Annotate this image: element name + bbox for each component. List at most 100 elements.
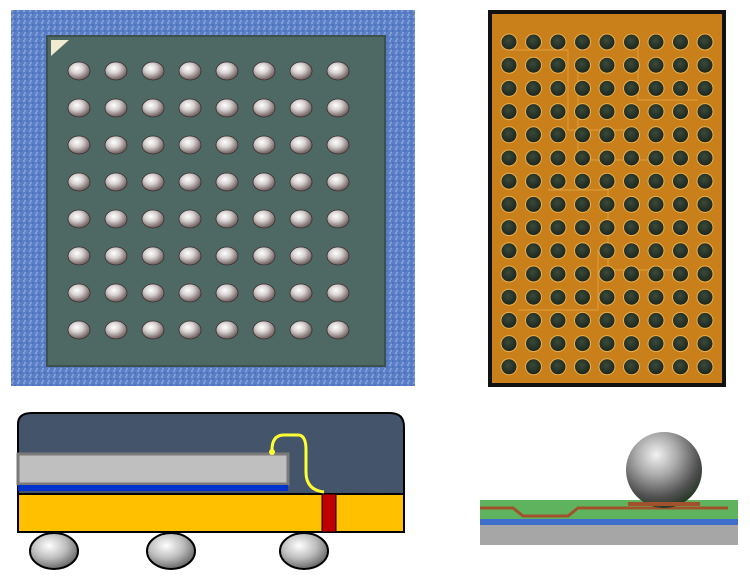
xray-pad bbox=[598, 195, 616, 213]
solder-ball bbox=[215, 283, 239, 303]
solder-ball bbox=[141, 283, 165, 303]
bga-top-photo-image bbox=[11, 10, 415, 386]
solder-ball bbox=[67, 246, 91, 266]
xray-pad bbox=[647, 103, 665, 121]
solder-ball bbox=[326, 209, 350, 229]
xray-pad bbox=[598, 288, 616, 306]
solder-ball bbox=[215, 98, 239, 118]
solder-ball bbox=[141, 135, 165, 155]
xray-pad bbox=[598, 219, 616, 237]
package-body bbox=[46, 35, 386, 367]
xray-pad bbox=[672, 172, 689, 190]
xray-pad bbox=[574, 358, 591, 376]
xray-pad bbox=[696, 126, 714, 144]
xray-pad bbox=[500, 358, 518, 376]
xray-pad bbox=[647, 288, 665, 306]
xray-pad bbox=[574, 172, 591, 190]
solder-ball bbox=[252, 135, 276, 155]
xray-pad bbox=[672, 79, 689, 97]
solder-ball bbox=[104, 246, 128, 266]
xray-pad bbox=[696, 242, 714, 260]
xray-pad bbox=[500, 172, 518, 190]
xray-pad bbox=[500, 33, 518, 51]
solder-ball bbox=[289, 135, 313, 155]
xray-pad bbox=[574, 103, 591, 121]
solder-ball bbox=[141, 61, 165, 81]
xray-pad bbox=[525, 288, 542, 306]
xray-pad bbox=[525, 33, 542, 51]
xray-pad bbox=[623, 335, 640, 353]
xray-pad bbox=[623, 79, 640, 97]
xray-pad bbox=[696, 311, 714, 329]
xray-pad bbox=[696, 149, 714, 167]
solder-ball bbox=[178, 246, 202, 266]
xray-pad bbox=[623, 56, 640, 74]
xray-pad bbox=[598, 311, 616, 329]
xray-pad bbox=[647, 358, 665, 376]
solder-ball bbox=[141, 98, 165, 118]
xray-pad bbox=[647, 195, 665, 213]
solder-ball bbox=[67, 209, 91, 229]
xray-pad bbox=[623, 103, 640, 121]
xray-pad bbox=[623, 149, 640, 167]
solder-ball bbox=[104, 320, 128, 340]
xray-pad bbox=[696, 358, 714, 376]
xray-pad bbox=[525, 311, 542, 329]
solder-ball bbox=[626, 432, 702, 508]
xray-pad bbox=[574, 265, 591, 283]
solder-ball bbox=[215, 135, 239, 155]
wire-bond-ball bbox=[269, 449, 275, 455]
solder-ball bbox=[178, 209, 202, 229]
solder-ball bbox=[178, 172, 202, 192]
solder-ball bbox=[104, 283, 128, 303]
xray-pad bbox=[500, 126, 518, 144]
xray-pad bbox=[598, 33, 616, 51]
solder-ball-3 bbox=[279, 532, 329, 570]
solder-ball bbox=[67, 98, 91, 118]
xray-pad bbox=[500, 311, 518, 329]
xray-pad bbox=[672, 126, 689, 144]
xray-pad bbox=[623, 33, 640, 51]
xray-pad bbox=[549, 33, 567, 51]
xray-pad bbox=[672, 242, 689, 260]
xray-pad bbox=[672, 195, 689, 213]
solder-ball bbox=[252, 98, 276, 118]
solder-ball bbox=[215, 320, 239, 340]
solder-ball bbox=[326, 320, 350, 340]
xray-pad bbox=[500, 242, 518, 260]
substrate-layer bbox=[17, 493, 405, 533]
xray-pad bbox=[574, 242, 591, 260]
bga-cross-section bbox=[14, 410, 409, 575]
core-layer bbox=[480, 525, 738, 545]
xray-pad bbox=[525, 219, 542, 237]
xray-pad bbox=[647, 172, 665, 190]
solder-ball bbox=[141, 209, 165, 229]
solder-ball bbox=[252, 246, 276, 266]
solder-ball bbox=[326, 172, 350, 192]
solder-ball bbox=[104, 61, 128, 81]
xray-pad bbox=[500, 56, 518, 74]
xray-pad bbox=[500, 219, 518, 237]
xray-pad bbox=[525, 126, 542, 144]
xray-pad bbox=[696, 195, 714, 213]
silicon-die bbox=[16, 452, 290, 486]
solder-ball bbox=[67, 320, 91, 340]
xray-pad bbox=[672, 288, 689, 306]
via bbox=[321, 493, 337, 533]
xray-pad bbox=[598, 126, 616, 144]
solder-ball bbox=[67, 135, 91, 155]
xray-pad bbox=[525, 358, 542, 376]
xray-pad bbox=[696, 56, 714, 74]
xray-pad bbox=[672, 265, 689, 283]
xray-pad bbox=[574, 126, 591, 144]
xray-pad bbox=[549, 335, 567, 353]
solder-ball bbox=[215, 246, 239, 266]
xray-pad bbox=[598, 56, 616, 74]
xray-pad bbox=[672, 335, 689, 353]
solder-ball bbox=[326, 135, 350, 155]
xray-pad bbox=[623, 311, 640, 329]
solder-ball bbox=[67, 61, 91, 81]
xray-pad bbox=[598, 172, 616, 190]
xray-pad bbox=[525, 335, 542, 353]
xray-pad bbox=[696, 335, 714, 353]
